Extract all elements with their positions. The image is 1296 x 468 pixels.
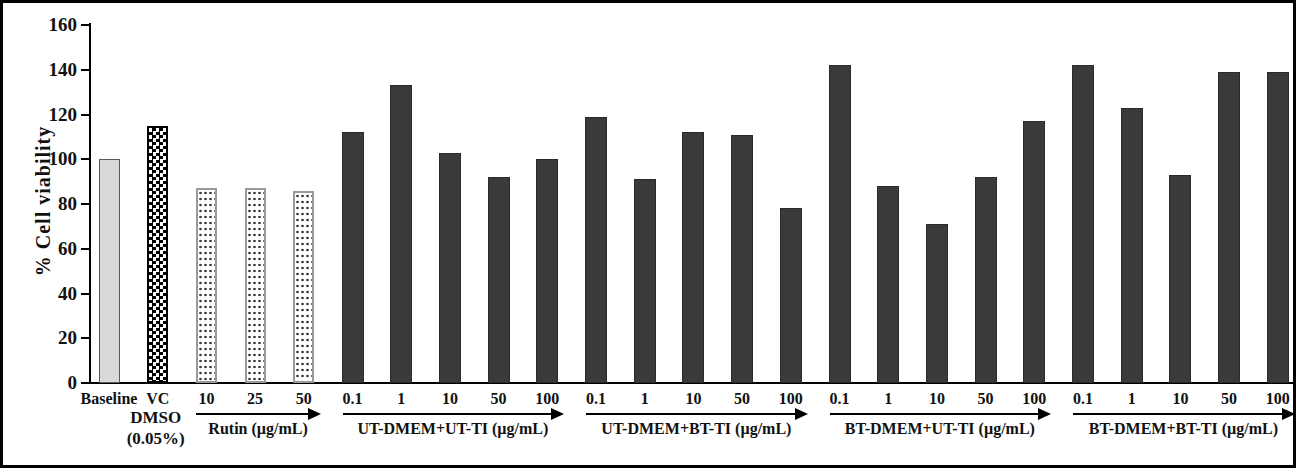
y-tick-label: 120 — [23, 104, 77, 126]
y-tick — [81, 158, 89, 160]
y-tick — [81, 337, 89, 339]
y-tick-label: 20 — [23, 327, 77, 349]
group-label: UT-DMEM+BT-TI (µg/mL) — [586, 419, 807, 439]
group-label: Rutin (µg/mL) — [196, 419, 319, 439]
cell-viability-bar-chart: % Cell viability 020406080100120140160Ba… — [0, 0, 1296, 468]
y-tick-label: 100 — [23, 148, 77, 170]
bar — [829, 65, 851, 383]
y-axis-line — [89, 23, 91, 383]
group-label: BT-DMEM+BT-TI (µg/mL) — [1073, 419, 1294, 439]
group-arrow — [830, 413, 1041, 415]
bar — [731, 135, 753, 383]
bar — [780, 208, 802, 383]
bar — [196, 188, 217, 383]
bar — [1121, 108, 1143, 383]
y-tick — [81, 203, 89, 205]
bar — [1267, 72, 1289, 383]
bar — [1169, 175, 1191, 383]
bar — [245, 188, 266, 383]
group-label: BT-DMEM+UT-TI (µg/mL) — [830, 419, 1051, 439]
bar — [1023, 121, 1045, 383]
bar — [634, 179, 656, 383]
bar — [926, 224, 948, 383]
y-tick — [81, 114, 89, 116]
y-tick — [81, 248, 89, 250]
y-tick-label: 160 — [23, 14, 77, 36]
bar — [585, 117, 607, 383]
x-tick-label: 100 — [1243, 390, 1296, 408]
y-tick-label: 0 — [23, 372, 77, 394]
group-arrow — [586, 413, 797, 415]
bar — [390, 85, 412, 383]
bar — [99, 159, 120, 383]
bar — [293, 191, 314, 383]
y-tick — [81, 69, 89, 71]
bar — [877, 186, 899, 383]
y-tick-label: 40 — [23, 283, 77, 305]
bar — [147, 126, 168, 383]
bar — [342, 132, 364, 383]
group-label: UT-DMEM+UT-TI (µg/mL) — [343, 419, 564, 439]
x-tick-sublabel: (0.05%) — [101, 429, 211, 449]
x-tick-sublabel: DMSO — [101, 408, 211, 428]
bar — [536, 159, 558, 383]
bar — [1072, 65, 1094, 383]
y-tick-label: 140 — [23, 59, 77, 81]
bar — [975, 177, 997, 383]
bar — [682, 132, 704, 383]
group-arrow — [196, 413, 309, 415]
bar — [439, 153, 461, 383]
y-tick — [81, 382, 89, 384]
y-tick-label: 60 — [23, 238, 77, 260]
bar — [1218, 72, 1240, 383]
y-tick-label: 80 — [23, 193, 77, 215]
group-arrow — [343, 413, 554, 415]
y-tick — [81, 24, 89, 26]
group-arrow — [1073, 413, 1284, 415]
y-tick — [81, 293, 89, 295]
bar — [488, 177, 510, 383]
